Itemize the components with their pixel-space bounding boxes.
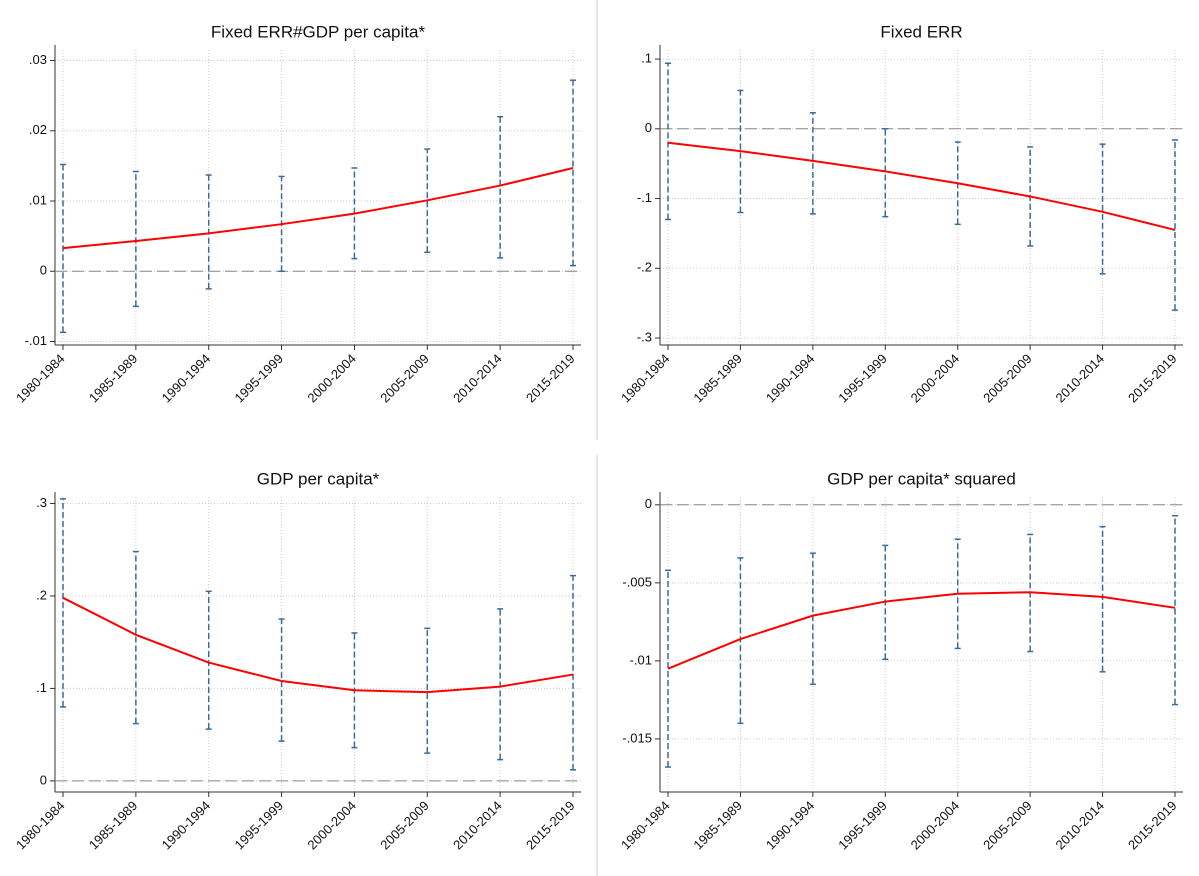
x-tick-label: 1990-1994 <box>159 351 214 406</box>
y-tick-label: 0 <box>40 772 47 787</box>
x-tick-label: 1985-1989 <box>86 798 141 853</box>
x-tick-label: 1995-1999 <box>232 798 287 853</box>
x-tick-label: 2005-2009 <box>980 798 1035 853</box>
x-tick-label: 2000-2004 <box>908 798 963 853</box>
y-tick-label: -.005 <box>622 574 652 589</box>
line <box>667 141 1176 231</box>
x-tick-label: 2010-2014 <box>1053 798 1108 853</box>
x-tick-label: 1980-1984 <box>13 798 68 853</box>
line <box>667 591 1176 670</box>
x-tick-label: 1985-1989 <box>86 351 141 406</box>
y-tick-label: .2 <box>36 587 47 602</box>
chart-title: GDP per capita* squared <box>827 469 1016 488</box>
x-tick-label: 1985-1989 <box>690 351 745 406</box>
y-tick-label: 0 <box>645 496 652 511</box>
chart-title: GDP per capita* <box>257 469 380 488</box>
x-tick-label: 1980-1984 <box>13 351 68 406</box>
x-tick-label: 1985-1989 <box>690 798 745 853</box>
x-tick-label: 1990-1994 <box>763 798 818 853</box>
x-tick-label: 2015-2019 <box>523 798 578 853</box>
y-tick-label: -.3 <box>637 329 652 344</box>
y-tick-label: .1 <box>641 51 652 66</box>
y-tick-label: -.1 <box>637 190 652 205</box>
x-tick-label: 2010-2014 <box>450 798 505 853</box>
x-tick-label: 2005-2009 <box>377 351 432 406</box>
y-tick-label: -.2 <box>637 260 652 275</box>
x-tick-label: 1980-1984 <box>618 351 673 406</box>
y-tick-label: .1 <box>36 680 47 695</box>
y-tick-label: .3 <box>36 495 47 510</box>
x-tick-label: 2000-2004 <box>908 351 963 406</box>
x-tick-label: 2010-2014 <box>450 351 505 406</box>
x-tick-label: 1995-1999 <box>835 798 890 853</box>
y-tick-label: -.01 <box>25 333 47 348</box>
x-tick-label: 2005-2009 <box>377 798 432 853</box>
y-tick-label: 0 <box>40 263 47 278</box>
chart-title: Fixed ERR#GDP per capita* <box>211 22 426 41</box>
y-tick-label: .03 <box>29 52 47 67</box>
y-tick-label: -.015 <box>622 730 652 745</box>
x-tick-label: 1980-1984 <box>618 798 673 853</box>
y-tick-label: -.01 <box>630 652 652 667</box>
x-tick-label: 2015-2019 <box>523 351 578 406</box>
x-tick-label: 1990-1994 <box>159 798 214 853</box>
line <box>62 167 574 250</box>
x-tick-label: 2000-2004 <box>304 798 359 853</box>
x-tick-label: 2000-2004 <box>304 351 359 406</box>
x-tick-label: 1995-1999 <box>232 351 287 406</box>
x-tick-label: 2015-2019 <box>1125 351 1180 406</box>
x-tick-label: 2005-2009 <box>980 351 1035 406</box>
y-tick-label: .02 <box>29 122 47 137</box>
x-tick-label: 2015-2019 <box>1125 798 1180 853</box>
y-tick-label: 0 <box>645 120 652 135</box>
x-tick-label: 1995-1999 <box>835 351 890 406</box>
x-tick-label: 2010-2014 <box>1053 351 1108 406</box>
x-tick-label: 1990-1994 <box>763 351 818 406</box>
line <box>62 596 574 694</box>
y-tick-label: .01 <box>29 192 47 207</box>
chart-title: Fixed ERR <box>880 22 962 41</box>
